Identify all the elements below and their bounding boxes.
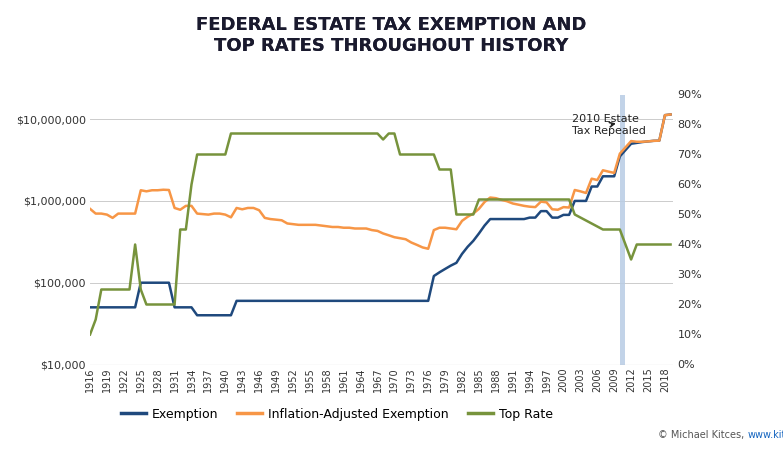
Legend: Exemption, Inflation-Adjusted Exemption, Top Rate: Exemption, Inflation-Adjusted Exemption,… — [116, 403, 557, 426]
Text: FEDERAL ESTATE TAX EXEMPTION AND
TOP RATES THROUGHOUT HISTORY: FEDERAL ESTATE TAX EXEMPTION AND TOP RAT… — [197, 16, 586, 54]
Text: © Michael Kitces,: © Michael Kitces, — [659, 430, 748, 440]
Text: FEDERAL ESTATE TAX EXEMPTION AND
TOP RATES THROUGHOUT HISTORY: FEDERAL ESTATE TAX EXEMPTION AND TOP RAT… — [197, 16, 586, 54]
Bar — [620, 94, 626, 365]
Text: 2010 Estate
Tax Repealed: 2010 Estate Tax Repealed — [572, 114, 646, 136]
Text: www.kitces.com: www.kitces.com — [748, 430, 783, 440]
